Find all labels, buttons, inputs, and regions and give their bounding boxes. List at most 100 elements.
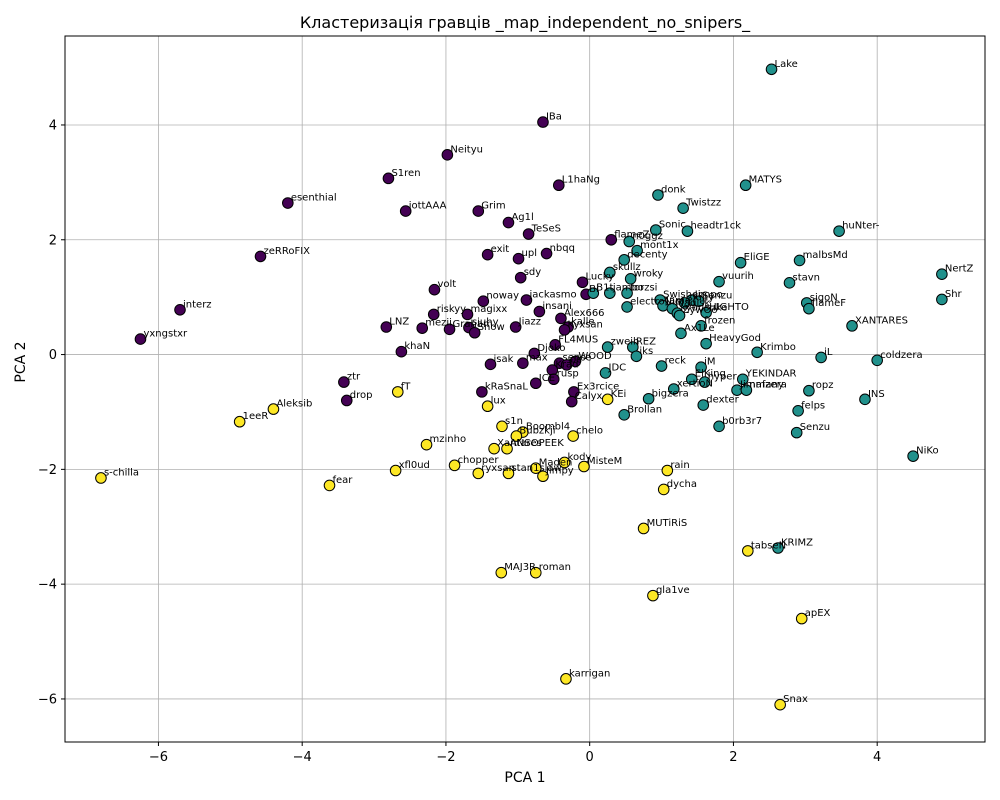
x-axis-label: PCA 1 <box>504 770 545 786</box>
data-point <box>517 357 529 369</box>
data-point-label: Boombl4 <box>526 422 570 433</box>
data-point <box>267 403 280 415</box>
data-point <box>443 323 456 336</box>
data-point-label: iks <box>639 346 653 357</box>
data-point <box>587 287 600 299</box>
data-point <box>623 235 636 248</box>
data-point-label: Neityu <box>450 144 483 155</box>
data-point-label: zeRRoFIX <box>264 246 311 257</box>
data-point <box>547 373 560 386</box>
data-point-label: jambo <box>612 283 644 294</box>
data-point <box>502 216 515 229</box>
data-point-label: rain <box>670 460 689 471</box>
data-point <box>667 383 680 395</box>
data-point-label: vuurih <box>722 271 754 282</box>
data-point <box>695 320 707 332</box>
data-point <box>558 324 571 336</box>
data-point-label: mont1x <box>640 240 678 251</box>
data-point <box>578 460 590 473</box>
data-point <box>537 470 549 483</box>
y-tick-label: 4 <box>49 118 57 133</box>
data-point-label: insani <box>542 301 572 312</box>
data-point-label: Senzu <box>702 291 732 302</box>
data-point <box>700 306 712 319</box>
data-point <box>472 205 485 217</box>
data-point <box>576 276 589 289</box>
data-point <box>427 308 440 321</box>
data-point <box>742 545 754 557</box>
data-point <box>549 339 561 351</box>
data-point <box>395 345 408 358</box>
data-point-label: malbsMd <box>803 250 848 261</box>
data-point-label: KRIMZ <box>781 537 813 548</box>
data-point-label: volt <box>437 279 456 290</box>
data-point <box>552 179 565 192</box>
data-point-label: fT <box>401 381 412 392</box>
data-point-label: kalle <box>571 317 594 328</box>
data-point-label: kRaSnaL <box>485 381 528 392</box>
data-point-label: Snow <box>478 322 505 333</box>
data-point <box>528 347 541 360</box>
data-point <box>461 308 474 321</box>
data-point <box>621 301 633 313</box>
data-point <box>399 205 412 217</box>
data-point <box>512 252 525 265</box>
data-point-label: 1eeR <box>243 411 269 422</box>
data-point <box>678 297 691 309</box>
data-point <box>448 459 461 472</box>
data-point-label: max <box>526 353 548 364</box>
data-point <box>631 244 643 257</box>
data-point <box>558 456 571 469</box>
data-point <box>233 415 246 428</box>
plot-frame <box>64 35 986 743</box>
data-point <box>637 522 650 535</box>
data-point-label: REZ <box>636 337 656 348</box>
data-point <box>601 341 614 353</box>
data-point <box>520 294 533 306</box>
data-point-label: Shr <box>945 289 963 300</box>
data-point-label: Bubzkji <box>519 426 555 437</box>
x-tick-label: 2 <box>729 750 737 765</box>
data-point-label: iM <box>704 357 715 368</box>
data-point-label: Graham <box>453 319 493 330</box>
y-tick-label: 0 <box>49 348 57 363</box>
data-point-label: YEKINDAR <box>745 369 797 380</box>
data-point-label: Jimmzera <box>739 380 787 391</box>
data-point-label: pe <box>570 354 583 365</box>
data-point <box>481 248 494 261</box>
data-point-label: Lucky <box>586 272 615 283</box>
data-point <box>871 354 883 367</box>
data-point-label: Magisk <box>675 298 710 309</box>
data-point <box>713 420 725 433</box>
data-point <box>537 116 549 128</box>
data-point <box>793 254 806 267</box>
data-point <box>601 393 614 406</box>
data-point <box>565 395 578 408</box>
data-point-label: KEi <box>611 389 627 400</box>
data-point <box>739 179 752 192</box>
x-tick-label: −2 <box>436 750 455 765</box>
data-point <box>514 271 527 284</box>
data-point-label: coldzera <box>880 350 922 361</box>
data-point-label: dycha <box>667 479 697 490</box>
data-point <box>681 225 694 237</box>
data-point-label: xfl0ud <box>399 460 430 471</box>
data-point-label: HIGHTO <box>709 302 749 313</box>
data-point-label: mzinho <box>430 434 467 445</box>
point-labels: IBa Neityu S1ren L1haNg esenthial iottAAA Grim… <box>104 59 974 705</box>
data-point <box>740 384 753 396</box>
data-point-label: nafany <box>749 380 783 391</box>
data-point-label: MisteM <box>587 456 622 467</box>
data-point-label: tabseN <box>751 540 786 551</box>
data-point <box>599 367 612 379</box>
data-point <box>803 302 815 315</box>
data-point-label: Ag1l <box>511 212 533 223</box>
data-points <box>95 63 948 711</box>
data-point <box>416 322 429 334</box>
data-point-label: S1ren <box>391 168 420 179</box>
data-point-label: sense <box>563 353 592 364</box>
data-point-label: Xantares <box>497 438 542 449</box>
data-point <box>389 464 402 477</box>
data-point <box>468 326 481 339</box>
